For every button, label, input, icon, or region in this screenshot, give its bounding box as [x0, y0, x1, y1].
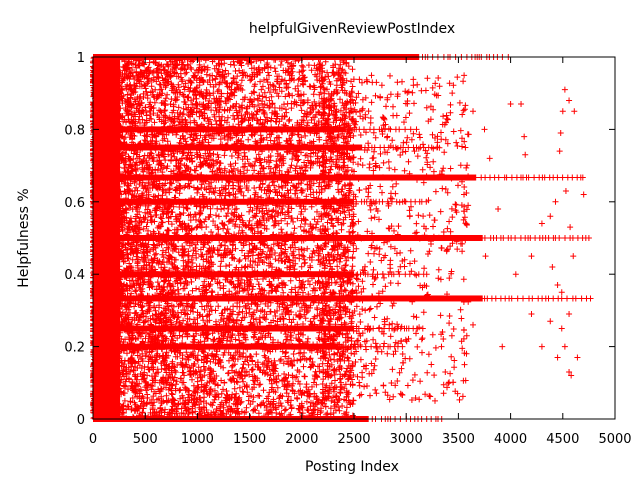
- data-point: [460, 216, 467, 223]
- data-point: [566, 311, 573, 318]
- x-tick-label: 500: [133, 432, 158, 447]
- data-point: [556, 148, 563, 155]
- data-point: [521, 133, 528, 140]
- data-point: [558, 289, 565, 296]
- data-point: [512, 271, 519, 278]
- data-point: [559, 108, 566, 115]
- data-point: [580, 191, 587, 198]
- x-axis-label: Posting Index: [305, 459, 399, 475]
- data-point: [499, 343, 506, 350]
- data-point: [557, 130, 564, 137]
- band-row: [93, 325, 354, 332]
- data-point: [554, 354, 561, 361]
- data-point: [470, 108, 477, 115]
- data-point: [561, 86, 568, 93]
- data-point: [558, 325, 565, 332]
- axis-ticks: 0 500 1000 1500 2000 2500 3000 3500 4000 4500 5000…: [64, 51, 631, 447]
- x-tick-label: 4000: [494, 432, 527, 447]
- data-point: [567, 224, 574, 231]
- data-point: [561, 343, 568, 350]
- data-point: [482, 253, 489, 260]
- band-row: [93, 235, 483, 241]
- data-point: [507, 101, 514, 108]
- x-tick-label: 3500: [442, 432, 475, 447]
- data-point: [566, 368, 573, 375]
- x-tick-label: 2500: [337, 432, 370, 447]
- x-tick-label: 1500: [233, 432, 266, 447]
- data-point: [552, 198, 559, 205]
- data-point: [538, 343, 545, 350]
- data-point: [574, 354, 581, 361]
- y-tick-label: 0.4: [64, 268, 85, 283]
- y-tick-label: 0.8: [64, 123, 85, 138]
- x-tick-label: 4500: [546, 432, 579, 447]
- x-tick-label: 5000: [598, 432, 631, 447]
- data-point: [547, 213, 554, 220]
- data-point: [549, 263, 556, 270]
- data-point: [486, 155, 493, 162]
- data-point: [570, 253, 577, 260]
- y-tick-label: 0.6: [64, 196, 85, 211]
- data-point: [481, 126, 488, 133]
- data-point: [528, 311, 535, 318]
- chart-title: helpfulGivenReviewPostIndex: [249, 21, 455, 37]
- data-point: [528, 253, 535, 260]
- data-point: [554, 282, 561, 289]
- data-point: [571, 108, 578, 115]
- data-point: [538, 220, 545, 227]
- band-row: [93, 198, 354, 205]
- y-tick-label: 0: [77, 413, 85, 428]
- data-point: [495, 206, 502, 213]
- data-point: [562, 187, 569, 194]
- y-axis-label: Helpfulness %: [16, 188, 32, 287]
- x-tick-label: 2000: [285, 432, 318, 447]
- data-points: [90, 54, 594, 422]
- data-point: [568, 372, 575, 379]
- data-point: [566, 97, 573, 104]
- x-tick-label: 0: [89, 432, 97, 447]
- x-tick-label: 3000: [390, 432, 423, 447]
- data-point: [547, 318, 554, 325]
- y-tick-label: 0.2: [64, 341, 85, 356]
- data-point: [518, 101, 525, 108]
- data-point: [470, 321, 477, 328]
- y-tick-label: 1: [77, 51, 85, 66]
- x-tick-label: 1000: [181, 432, 214, 447]
- data-point: [522, 151, 529, 158]
